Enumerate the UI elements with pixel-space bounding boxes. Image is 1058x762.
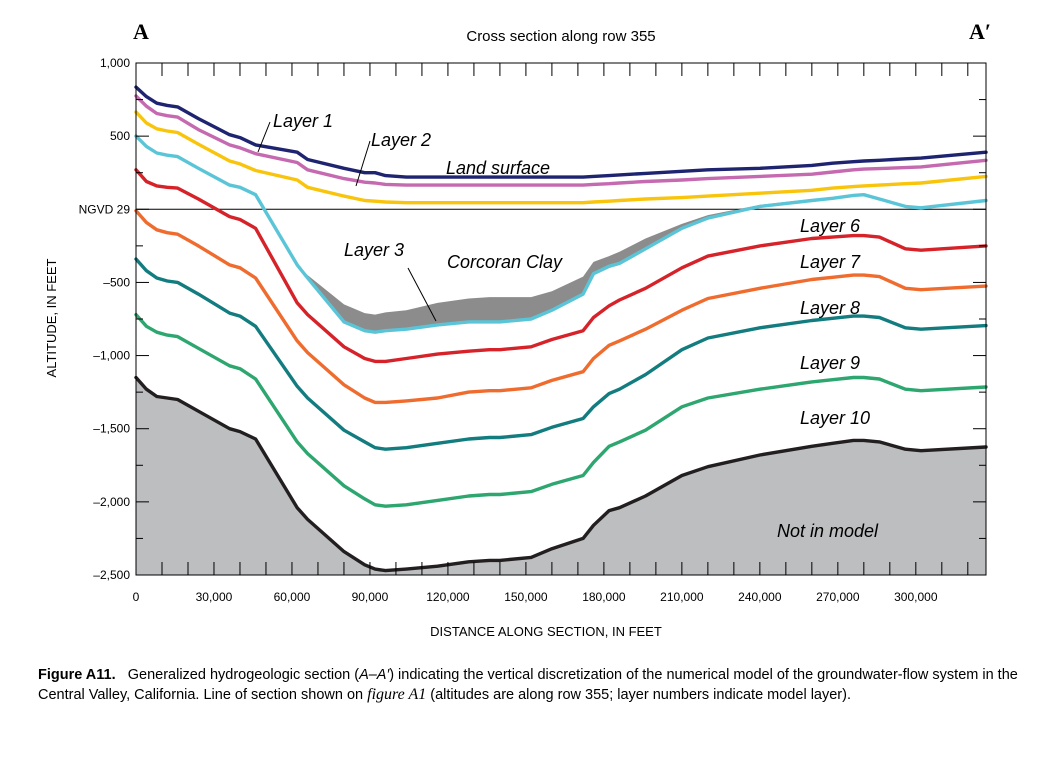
layer-6-label: Layer 6 — [800, 216, 861, 236]
x-tick-label: 120,000 — [426, 590, 470, 604]
corcoran-clay-label: Corcoran Clay — [447, 252, 563, 272]
not-in-model-fill — [136, 377, 986, 575]
x-tick-label: 90,000 — [352, 590, 389, 604]
annotation-leader — [407, 267, 437, 322]
x-tick-label: 0 — [133, 590, 140, 604]
x-tick-label: 30,000 — [196, 590, 233, 604]
x-tick-label: 270,000 — [816, 590, 860, 604]
section-start-label: A — [133, 19, 149, 44]
y-tick-label: –1,500 — [93, 422, 130, 436]
section-end-label: A′ — [969, 19, 991, 44]
y-tick-label: NGVD 29 — [79, 202, 131, 216]
series-line-l6 — [134, 168, 988, 364]
layer-1-label: Layer 1 — [273, 111, 333, 131]
caption-figure-ref: figure A1 — [367, 686, 427, 703]
y-tick-label: –2,000 — [93, 495, 130, 509]
x-axis-title: DISTANCE ALONG SECTION, IN FEET — [430, 624, 662, 639]
x-tick-labels: 0 30,000 60,000 90,000 120,000 150,000 180,000… — [133, 590, 938, 604]
x-tick-label: 210,000 — [660, 590, 704, 604]
series-line-l1 — [134, 94, 988, 187]
y-tick-label: –1,000 — [93, 349, 130, 363]
corcoran-clay-fill — [136, 136, 986, 333]
annotation-leader — [257, 121, 271, 153]
layer-10-label: Layer 10 — [800, 408, 870, 428]
layer-3-label: Layer 3 — [344, 240, 404, 260]
series-line-l10 — [134, 375, 988, 573]
figure-caption: Figure A11. Generalized hydrogeologic se… — [38, 666, 1023, 705]
series-line-l9 — [134, 312, 988, 508]
y-tick-label: –2,500 — [93, 568, 130, 582]
y-tick-label: 1,000 — [100, 56, 130, 70]
axis-ticks — [135, 62, 986, 576]
y-tick-label: –500 — [103, 275, 130, 289]
caption-section-name: A–A′ — [359, 667, 390, 683]
layer-lines — [134, 85, 988, 573]
series-line-l7 — [134, 209, 988, 405]
annotation-leaders — [257, 121, 437, 322]
y-tick-labels: 1,000 500 NGVD 29 –500 –1,000 –1,500 –2,000 –2,… — [79, 56, 131, 582]
land-surface-label: Land surface — [446, 158, 550, 178]
plot-area: 0 30,000 60,000 90,000 120,000 150,000 180,000… — [79, 56, 988, 604]
caption-text-2: ) indicating the vertical discretization… — [38, 667, 1018, 703]
annotation-leader — [355, 140, 371, 187]
caption-text-3: (altitudes are along row 355; layer numb… — [426, 687, 851, 703]
y-axis-title: ALTITUDE, IN FEET — [44, 258, 59, 377]
layer-7-label: Layer 7 — [800, 252, 861, 272]
series-line-land — [134, 85, 988, 179]
series-line-l3 — [134, 134, 988, 334]
caption-figure-label: Figure A11. — [38, 667, 116, 683]
x-tick-label: 150,000 — [504, 590, 548, 604]
x-tick-label: 240,000 — [738, 590, 782, 604]
not-in-model-label: Not in model — [777, 521, 879, 541]
series-line-l8 — [134, 257, 988, 451]
series-line-l2 — [134, 110, 988, 205]
y-tick-label: 500 — [110, 129, 130, 143]
caption-text-1: Generalized hydrogeologic section ( — [127, 667, 360, 683]
x-tick-label: 300,000 — [894, 590, 938, 604]
x-tick-label: 180,000 — [582, 590, 626, 604]
x-tick-label: 60,000 — [274, 590, 311, 604]
layer-9-label: Layer 9 — [800, 353, 860, 373]
layer-8-label: Layer 8 — [800, 298, 860, 318]
chart-title: Cross section along row 355 — [466, 28, 655, 45]
layer-2-label: Layer 2 — [371, 130, 431, 150]
